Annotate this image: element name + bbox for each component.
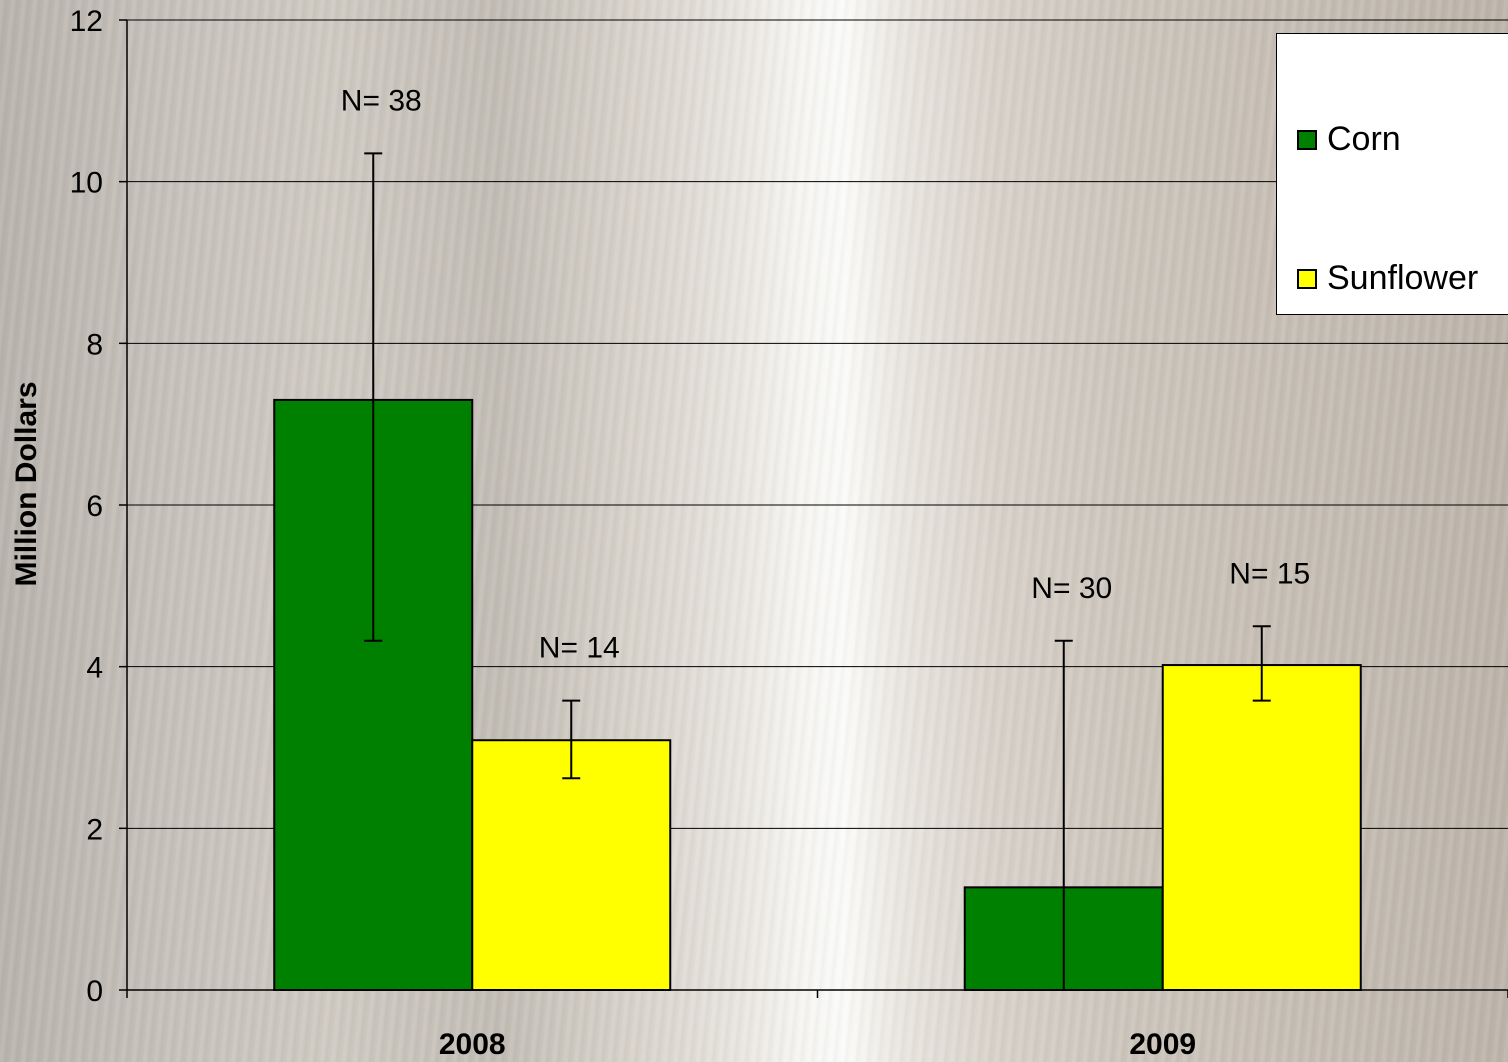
bars (273, 398, 1362, 992)
n-label: N= 15 (1229, 557, 1310, 590)
legend-swatch-sunflower (1297, 268, 1317, 289)
y-tick-label: 8 (86, 328, 103, 361)
y-axis-label: Million Dollars (10, 381, 43, 586)
y-tick-label: 0 (86, 975, 103, 1008)
n-label: N= 38 (341, 84, 422, 117)
x-tick-label: 2009 (1129, 1028, 1196, 1061)
bar-sunflower-2009 (1161, 664, 1362, 991)
legend: Corn Sunflower (1276, 33, 1508, 315)
n-label: N= 14 (539, 632, 620, 665)
axes (119, 19, 1508, 998)
x-tick-label: 2008 (439, 1028, 506, 1061)
labels: 0 2 4 6 8 10 12 2008 N= 38 N= 14 2009 N= 30 N= 15 (70, 5, 1311, 1061)
n-label: N= 30 (1031, 572, 1112, 605)
y-tick-label: 4 (86, 652, 103, 685)
legend-label-corn: Corn (1327, 120, 1401, 158)
y-tick-label: 10 (70, 167, 103, 200)
legend-item-corn: Corn (1297, 120, 1401, 159)
y-tick-label: 6 (86, 490, 103, 523)
legend-label-sunflower: Sunflower (1327, 259, 1479, 297)
y-tick-label: 12 (70, 5, 103, 38)
y-tick-label: 2 (86, 813, 103, 846)
legend-swatch-corn (1297, 129, 1317, 150)
error-bars (364, 152, 1271, 990)
legend-item-sunflower: Sunflower (1297, 259, 1478, 298)
